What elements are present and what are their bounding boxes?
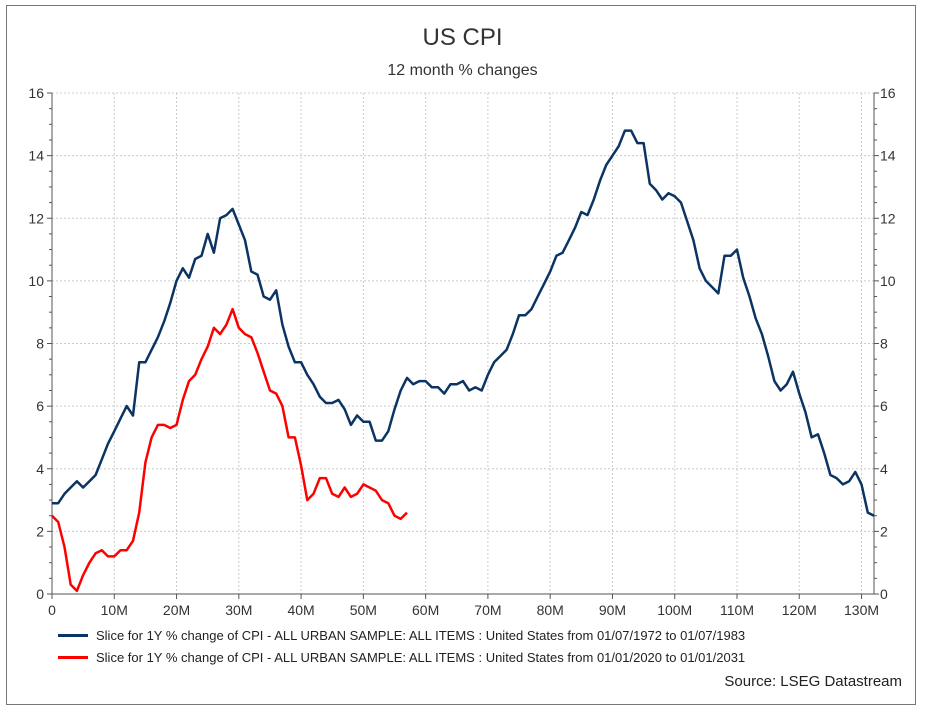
series-line-1972-1983 [52,129,875,517]
y-tick-label-right: 8 [880,336,888,352]
chart-subtitle: 12 month % changes [387,62,538,79]
y-tick-label-left: 6 [36,398,44,414]
legend-label: Slice for 1Y % change of CPI - ALL URBAN… [96,628,746,643]
x-tick-label: 120M [782,602,817,618]
x-tick-label: 70M [474,602,501,618]
y-tick-label-right: 14 [880,148,896,164]
x-tick-label: 130M [844,602,879,618]
y-tick-label-left: 4 [36,461,44,477]
y-tick-label-left: 16 [28,85,44,101]
x-tick-label: 80M [537,602,564,618]
x-tick-label: 0 [48,602,56,618]
y-tick-label-right: 4 [880,461,888,477]
y-tick-label-left: 12 [28,210,44,226]
x-tick-label: 60M [412,602,439,618]
x-tick-label: 110M [720,602,754,618]
y-tick-label-right: 12 [880,210,896,226]
y-tick-label-right: 16 [880,85,896,101]
y-tick-label-left: 0 [36,586,44,602]
legend-item-1972: Slice for 1Y % change of CPI - ALL URBAN… [58,628,745,643]
x-tick-label: 10M [101,602,128,618]
y-tick-label-right: 6 [880,398,888,414]
source-note: Source: LSEG Datastream [724,673,902,690]
legend-item-2020: Slice for 1Y % change of CPI - ALL URBAN… [58,650,745,665]
legend-swatch-red [58,656,88,659]
chart-frame [6,5,916,705]
y-tick-label-right: 0 [880,586,888,602]
x-tick-label: 50M [350,602,377,618]
y-tick-label-left: 8 [36,336,44,352]
series-line-2020-2031 [51,307,408,593]
x-tick-label: 20M [163,602,190,618]
y-tick-label-left: 10 [28,273,44,289]
x-tick-label: 90M [599,602,626,618]
x-tick-label: 30M [225,602,252,618]
chart-title: US CPI [422,24,503,51]
y-tick-label-right: 10 [880,273,896,289]
x-tick-label: 100M [657,602,692,618]
x-tick-label: 40M [287,602,314,618]
y-tick-label-left: 14 [28,148,44,164]
legend-swatch-blue [58,634,88,637]
y-tick-label-left: 2 [36,523,44,539]
legend-label: Slice for 1Y % change of CPI - ALL URBAN… [96,650,746,665]
y-tick-label-right: 2 [880,523,888,539]
